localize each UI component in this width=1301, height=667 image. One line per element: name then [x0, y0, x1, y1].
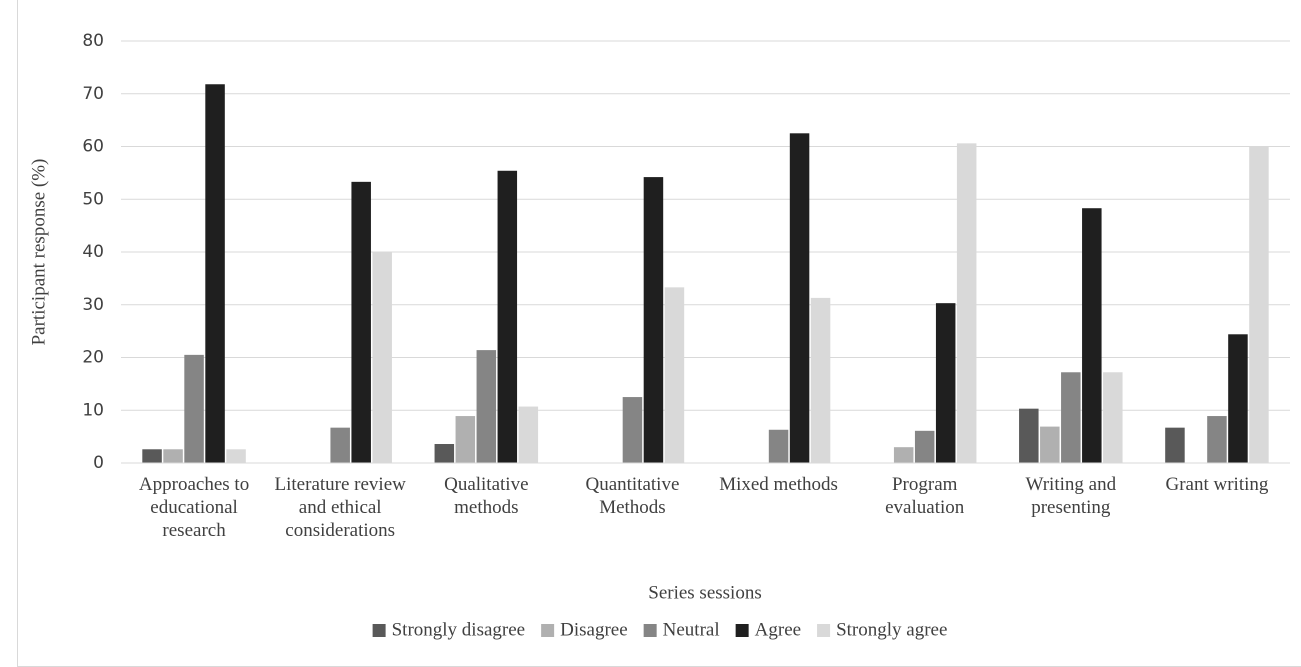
x-tick-label-box: Grant writing: [1165, 474, 1269, 495]
legend-label: Strongly agree: [836, 619, 947, 640]
y-axis-title: Participant response (%): [28, 159, 49, 346]
y-tick-label: 40: [82, 242, 104, 262]
y-tick-label: 20: [82, 348, 104, 368]
bar: [1082, 208, 1102, 463]
bar: [518, 406, 539, 463]
bar: [351, 181, 371, 463]
bar: [1103, 372, 1123, 463]
bar: [434, 444, 455, 463]
x-tick-label: Mixed methods: [719, 474, 838, 495]
x-tick-label-box: Approaches to educational research: [138, 474, 250, 541]
x-tick-label: Approaches to educational research: [138, 474, 250, 541]
y-tick-label: 50: [82, 189, 104, 209]
bar: [789, 133, 810, 463]
bar: [455, 416, 476, 463]
y-tick-label: 80: [82, 31, 104, 51]
y-tick-label: 10: [82, 400, 104, 420]
bar: [768, 429, 789, 463]
bar: [914, 430, 935, 463]
bar: [497, 170, 518, 463]
bar: [810, 297, 831, 463]
bar: [1165, 427, 1185, 463]
x-tick-label: Writing and presenting: [1025, 474, 1117, 518]
bar: [1228, 334, 1248, 463]
bar: [664, 287, 685, 463]
bar: [1040, 426, 1060, 463]
bar: [372, 252, 392, 463]
bar: [184, 354, 204, 463]
legend-swatch: [735, 624, 749, 637]
x-tick-label-box: Quantitative Methods: [585, 474, 680, 518]
x-tick-label: Grant writing: [1165, 474, 1269, 495]
x-tick-label-box: Literature review and ethical considerat…: [274, 474, 406, 541]
bar: [1019, 408, 1039, 463]
legend-swatch: [643, 624, 657, 637]
bar: [226, 449, 246, 463]
legend-label: Disagree: [560, 619, 628, 640]
x-tick-label: Qualitative methods: [444, 474, 529, 518]
x-tick-label-box: Qualitative methods: [444, 474, 529, 518]
legend-swatch: [817, 624, 831, 637]
legend-label: Strongly disagree: [392, 619, 526, 640]
bar: [142, 449, 162, 463]
legend: Strongly disagree Disagree Neutral Agree Str…: [372, 619, 947, 640]
x-axis-title: Series sessions: [648, 582, 761, 603]
bar: [205, 84, 225, 463]
bar: [330, 427, 350, 463]
legend-swatch: [541, 624, 555, 637]
bar: [476, 350, 497, 463]
bar: [643, 177, 664, 463]
bar: [1249, 146, 1269, 463]
bar: [163, 449, 183, 463]
x-tick-label-box: Mixed methods: [719, 474, 838, 495]
bar: [935, 303, 956, 463]
x-tick-label-box: Program evaluation: [885, 474, 965, 518]
legend-label: Agree: [755, 619, 801, 640]
bar: [1207, 416, 1227, 463]
bar: [1061, 372, 1081, 463]
y-tick-label: 60: [82, 137, 104, 157]
x-tick-label-box: Writing and presenting: [1025, 474, 1117, 518]
y-tick-label: 0: [93, 453, 104, 473]
x-tick-label: Program evaluation: [885, 474, 965, 518]
x-tick-label: Literature review and ethical considerat…: [274, 474, 406, 541]
bar: [956, 143, 977, 463]
legend-swatch: [372, 624, 386, 637]
x-tick-label: Quantitative Methods: [585, 474, 680, 518]
bar: [622, 397, 643, 463]
y-tick-label: 30: [82, 295, 104, 315]
bar: [893, 447, 914, 463]
y-tick-label: 70: [82, 84, 104, 104]
legend-label: Neutral: [663, 619, 720, 640]
